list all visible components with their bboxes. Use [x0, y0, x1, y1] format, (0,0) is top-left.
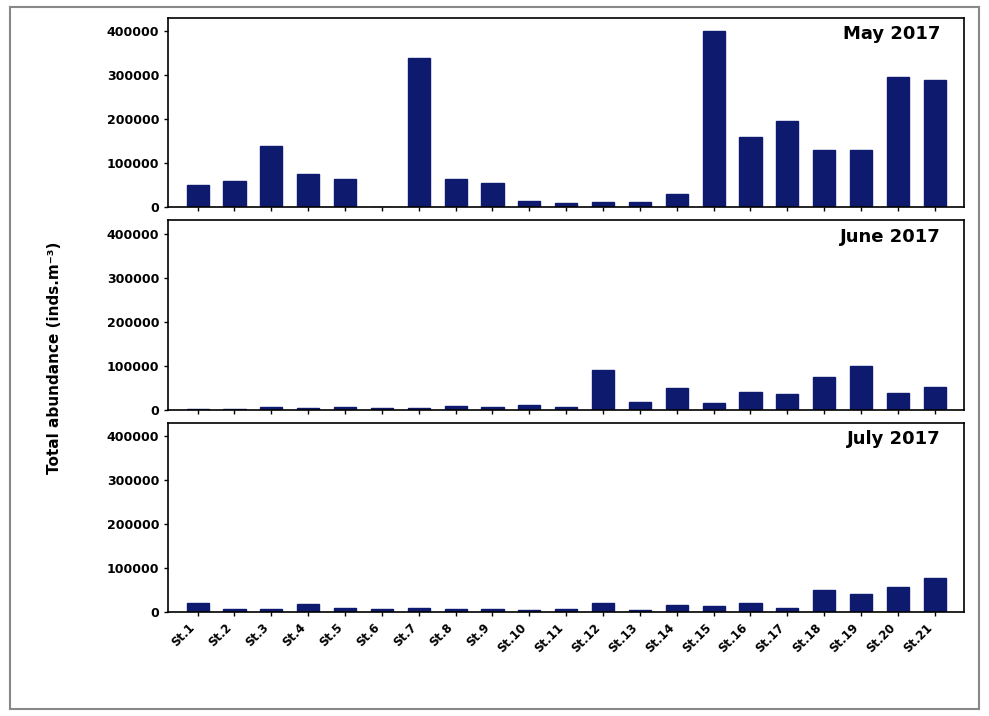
Bar [629, 202, 651, 207]
Bar [924, 387, 945, 410]
Bar [887, 393, 909, 410]
Bar [740, 392, 762, 410]
Bar [887, 586, 909, 612]
Bar [740, 137, 762, 207]
Text: June 2017: June 2017 [840, 228, 941, 246]
Bar [334, 178, 356, 207]
Bar [297, 604, 319, 612]
Bar [850, 594, 872, 612]
Bar [813, 590, 836, 612]
Bar [850, 150, 872, 207]
Bar [666, 605, 687, 612]
Bar [371, 408, 393, 410]
Bar [445, 178, 467, 207]
Bar [260, 407, 283, 410]
Bar [224, 409, 245, 410]
Bar [407, 608, 430, 612]
Bar [224, 609, 245, 612]
Bar [887, 77, 909, 207]
Bar [482, 609, 503, 612]
Bar [445, 406, 467, 410]
Bar [592, 202, 614, 207]
Bar [924, 79, 945, 207]
Text: Total abundance (inds.m⁻³): Total abundance (inds.m⁻³) [46, 242, 62, 474]
Bar [518, 405, 540, 410]
Bar [740, 604, 762, 612]
Bar [371, 609, 393, 612]
Bar [924, 578, 945, 612]
Bar [702, 31, 725, 207]
Bar [260, 609, 283, 612]
Bar [666, 194, 687, 207]
Bar [224, 180, 245, 207]
Bar [482, 183, 503, 207]
Bar [187, 185, 209, 207]
Bar [702, 403, 725, 410]
Bar [518, 609, 540, 612]
Bar [482, 407, 503, 410]
Bar [334, 608, 356, 612]
Bar [187, 604, 209, 612]
Bar [334, 407, 356, 410]
Bar [592, 604, 614, 612]
Bar [518, 200, 540, 207]
Bar [813, 377, 836, 410]
Bar [592, 370, 614, 410]
Bar [555, 203, 578, 207]
Bar [629, 610, 651, 612]
Bar [407, 408, 430, 410]
Bar [187, 409, 209, 410]
Bar [776, 608, 798, 612]
Bar [813, 150, 836, 207]
Bar [445, 609, 467, 612]
Bar [407, 57, 430, 207]
Bar [260, 145, 283, 207]
Text: May 2017: May 2017 [843, 26, 941, 44]
Bar [297, 408, 319, 410]
Bar [776, 395, 798, 410]
Bar [702, 606, 725, 612]
Bar [555, 407, 578, 410]
Text: July 2017: July 2017 [847, 430, 941, 448]
Bar [555, 609, 578, 612]
Bar [297, 174, 319, 207]
Bar [666, 387, 687, 410]
Bar [629, 402, 651, 410]
Bar [776, 121, 798, 207]
Bar [850, 366, 872, 410]
